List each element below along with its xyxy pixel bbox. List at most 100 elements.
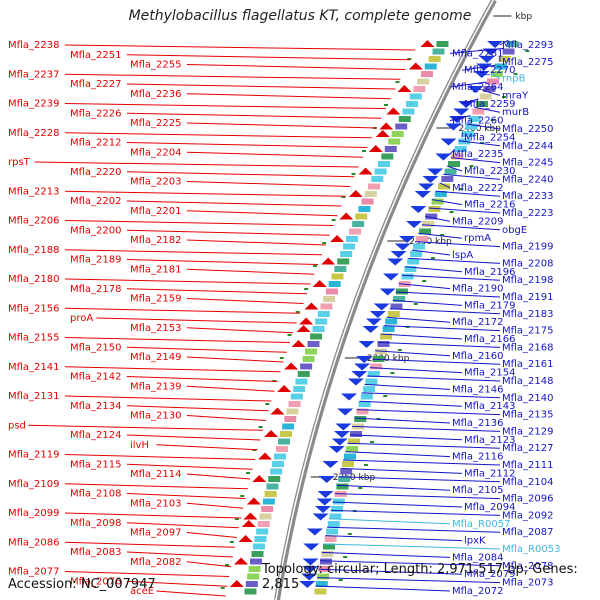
feature-block: [331, 273, 344, 280]
forward-gene-arrow: [387, 258, 404, 266]
feature-block: [377, 161, 390, 167]
reverse-gene-arrow: [358, 167, 373, 175]
gene-label-right: Mfla_2245: [502, 158, 554, 169]
feature-block: [312, 326, 325, 332]
label-leader: [186, 532, 237, 538]
feature-block: [358, 206, 371, 212]
gene-label-right: Mfla_2168: [502, 342, 554, 353]
feature-block: [384, 146, 397, 152]
green-marker: [501, 96, 506, 98]
label-leader: [126, 112, 382, 119]
forward-gene-arrow: [341, 393, 358, 401]
tick-label: 2400 kbp: [459, 124, 502, 134]
label-leader: [126, 259, 319, 265]
label-leader: [372, 358, 501, 365]
gene-label-left: Mfla_2180: [8, 274, 60, 285]
reverse-gene-arrow: [420, 40, 435, 47]
label-leader: [439, 182, 451, 189]
feature-block: [358, 401, 371, 407]
label-leader: [64, 73, 401, 80]
label-leader: [352, 425, 501, 432]
reverse-gene-arrow: [348, 190, 363, 197]
gene-label-right: Mfla_2270: [464, 65, 516, 76]
feature-block: [380, 333, 393, 340]
gene-label-left: Mfla_2086: [8, 537, 60, 548]
gene-label-right: Mfla_2293: [502, 40, 554, 51]
label-leader: [126, 229, 330, 236]
feature-block: [431, 198, 444, 205]
tick-label: kbp: [515, 12, 532, 22]
feature-block: [300, 363, 313, 370]
gene-label-right: Mfla_2127: [502, 443, 554, 454]
label-leader: [461, 64, 496, 71]
gene-label-left: Mfla_2142: [70, 372, 122, 383]
label-leader: [320, 560, 501, 567]
label-leader: [332, 501, 463, 508]
feature-block: [286, 408, 299, 415]
gene-label-left: proA: [70, 313, 93, 324]
forward-gene-arrow: [303, 543, 320, 551]
gene-label-right: Mfla_2072: [452, 586, 504, 597]
feature-block: [365, 378, 378, 385]
gene-label-left: Mfla_2124: [70, 430, 122, 441]
forward-gene-arrow: [299, 581, 316, 588]
label-leader: [428, 207, 501, 214]
gene-label-right: Mfla_2148: [502, 376, 554, 387]
feature-block: [251, 551, 264, 557]
feature-block: [494, 63, 507, 70]
feature-block: [479, 93, 492, 100]
reverse-gene-arrow: [264, 430, 279, 437]
feature-block: [461, 131, 474, 137]
reverse-gene-arrow: [241, 520, 256, 527]
gene-label-right: Mfla_2208: [502, 258, 554, 269]
accession-text: Accession: NC_007947: [8, 577, 156, 592]
reverse-gene-arrow: [375, 130, 390, 137]
reverse-gene-arrow: [257, 452, 272, 460]
label-leader: [64, 307, 301, 314]
feature-block: [264, 491, 277, 497]
gene-label-left: Mfla_2239: [8, 99, 60, 110]
label-leader: [64, 103, 386, 109]
tick-label: 2250 kbp: [333, 473, 376, 483]
feature-block: [323, 296, 336, 302]
gene-label-right: Mfla_2161: [502, 359, 554, 370]
feature-block: [270, 468, 283, 475]
gene-label-left: Mfla_2155: [8, 333, 60, 344]
green-marker: [479, 142, 484, 144]
forward-gene-arrow: [382, 273, 399, 281]
feature-block: [487, 78, 500, 85]
gene-label-left: Mfla_2098: [70, 518, 122, 529]
gene-label-right: Mfla_2143: [464, 401, 516, 412]
gene-label-left: Mfla_2076: [70, 576, 122, 587]
label-leader: [334, 493, 501, 500]
green-marker: [490, 119, 495, 121]
feature-block: [391, 131, 404, 137]
label-leader: [126, 171, 355, 178]
label-leader: [186, 561, 232, 568]
gene-label-left: Mfla_2200: [70, 225, 122, 236]
feature-block: [347, 438, 360, 445]
reverse-gene-arrow: [304, 302, 319, 310]
genome-title: Methylobacillus flagellatus KT, complete…: [128, 8, 472, 24]
gene-label-left: Mfla_2109: [8, 479, 60, 490]
gene-label-left: Mfla_2150: [70, 342, 122, 353]
gene-label-left: Mfla_2156: [8, 303, 60, 314]
label-leader: [186, 93, 391, 100]
green-marker: [351, 173, 356, 175]
feature-block: [331, 506, 344, 512]
label-leader: [64, 512, 242, 519]
gene-label-left: Mfla_2134: [70, 401, 122, 412]
green-marker: [347, 533, 352, 535]
label-leader: [449, 115, 471, 122]
feature-block: [310, 333, 323, 340]
forward-gene-arrow: [312, 513, 329, 521]
forward-gene-arrow: [331, 438, 348, 446]
label-leader: [64, 337, 291, 343]
forward-gene-arrow: [373, 303, 390, 311]
feature-block: [305, 348, 318, 355]
feature-block: [352, 221, 365, 227]
gene-label-left: aceE: [130, 586, 154, 597]
label-leader: [466, 123, 501, 130]
label-leader: [325, 535, 463, 542]
